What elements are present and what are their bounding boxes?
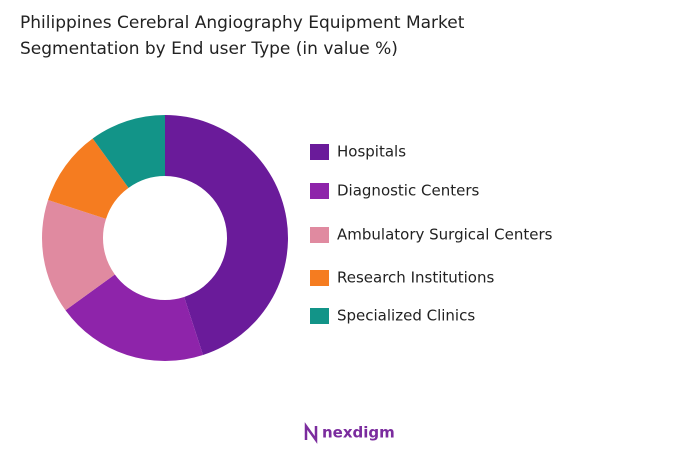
brand: nexdigm bbox=[322, 424, 395, 442]
legend-swatch bbox=[310, 183, 329, 199]
chart-title: Philippines Cerebral Angiography Equipme… bbox=[20, 13, 465, 59]
legend-label: Ambulatory Surgical Centers bbox=[337, 226, 553, 244]
donut-slice bbox=[92, 115, 165, 188]
legend-swatch bbox=[310, 144, 329, 160]
legend-label: Specialized Clinics bbox=[337, 307, 475, 325]
donut-slice bbox=[65, 274, 204, 361]
logo-icon bbox=[304, 422, 318, 444]
logo: nexdigm bbox=[304, 422, 395, 444]
donut-slice bbox=[48, 138, 129, 219]
donut-slice bbox=[165, 115, 288, 355]
legend-label: Research Institutions bbox=[337, 269, 494, 287]
donut-slice bbox=[42, 199, 115, 311]
legend-swatch bbox=[310, 308, 329, 324]
legend-label: Diagnostic Centers bbox=[337, 182, 479, 200]
legend-swatch bbox=[310, 227, 329, 243]
legend-swatch bbox=[310, 270, 329, 286]
legend-label: Hospitals bbox=[337, 143, 406, 161]
